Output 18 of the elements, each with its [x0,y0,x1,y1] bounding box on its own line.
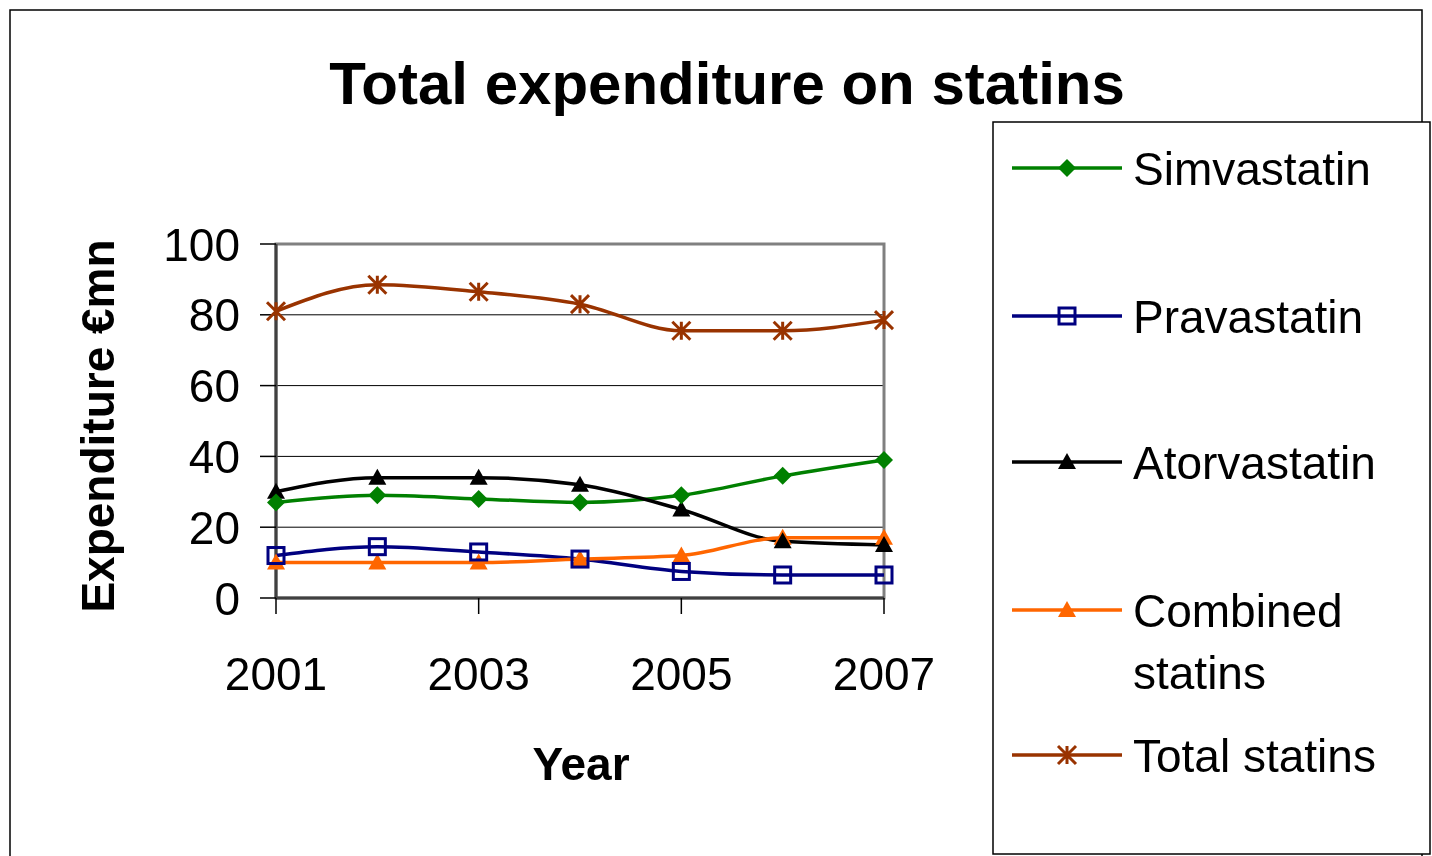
legend-label: Total statins [1133,729,1376,782]
y-tick-label: 60 [188,360,240,413]
legend-label: Combined statins [1133,584,1343,699]
legend-label: Simvastatin [1133,142,1371,195]
y-tick-label: 20 [188,501,240,554]
legend-label: Atorvastatin [1133,436,1376,489]
y-tick-label: 0 [214,572,240,625]
y-tick-label: 40 [188,430,240,483]
x-tick-label: 2001 [224,648,328,700]
y-tick-label: 100 [163,218,240,271]
x-tick-label: 2005 [630,648,733,700]
x-tick-label: 2007 [832,648,936,700]
x-tick-label: 2003 [427,648,530,700]
legend-label: Pravastatin [1133,290,1364,343]
chart-title: Total expenditure on statins [329,50,1125,117]
x-axis-title: Year [532,738,630,790]
y-tick-label: 80 [188,289,240,342]
y-axis-title: Expenditure €mn [72,239,124,613]
